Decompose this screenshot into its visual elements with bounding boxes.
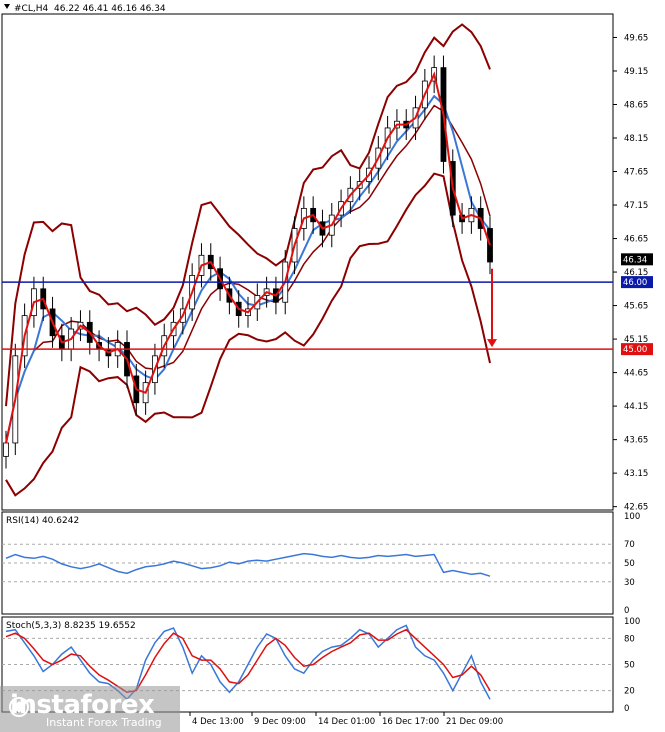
price-axis-label: 47.65 [624, 168, 648, 178]
level-price-label: 46.00 [623, 278, 647, 288]
price-axis-label: 42.65 [624, 503, 648, 513]
time-axis-label: 4 Dec 13:00 [192, 717, 244, 727]
candle-body [3, 442, 9, 457]
price-axis-label: 48.15 [624, 134, 648, 144]
time-axis-label: 14 Dec 01:00 [318, 717, 375, 727]
candle-body [487, 228, 493, 263]
bollinger-middle-band [5, 104, 491, 444]
price-axis-label: 47.15 [624, 201, 648, 211]
ohlc-values: 46.22 46.41 46.16 46.34 [54, 4, 166, 14]
time-axis-label: 21 Dec 09:00 [446, 717, 503, 727]
current-price-label: 46.34 [623, 255, 647, 265]
stoch-axis-label: 100 [624, 617, 640, 627]
stoch-axis-label: 20 [624, 687, 635, 697]
stoch-axis-label: 80 [624, 634, 635, 644]
stoch-axis-label: 0 [624, 704, 629, 714]
price-axis-label: 43.15 [624, 469, 648, 479]
watermark-tagline: Instant Forex Trading [46, 716, 162, 729]
price-axis-label: 46.65 [624, 235, 648, 245]
stoch-title: Stoch(5,3,3) 8.8235 19.6552 [6, 621, 136, 631]
level-price-tag [621, 276, 653, 289]
time-axis-label: 9 Dec 09:00 [254, 717, 306, 727]
price-axis-label: 49.65 [624, 33, 648, 43]
price-axis-label: 48.65 [624, 100, 648, 110]
rsi-title: RSI(14) 40.6242 [6, 516, 79, 526]
price-axis-label: 44.15 [624, 402, 648, 412]
time-axis-label: 16 Dec 17:00 [382, 717, 439, 727]
symbol-menu-icon [4, 4, 10, 9]
instaforex-logo-icon [9, 697, 29, 717]
rsi-axis-label: 100 [624, 512, 640, 522]
bollinger-upper-band [5, 23, 491, 407]
price-axis-label: 45.15 [624, 335, 648, 345]
stoch-signal-line [5, 628, 491, 694]
price-axis-label: 43.65 [624, 436, 648, 446]
chart-symbol-title: #CL,H4 [14, 4, 48, 14]
forecast-arrow-head [487, 339, 497, 348]
moving-average-red [5, 71, 491, 444]
level-price-tag [621, 343, 653, 356]
price-axis-label: 46.15 [624, 268, 648, 278]
rsi-line [5, 552, 491, 577]
main-panel-frame [1, 13, 614, 511]
price-axis-label: 49.15 [624, 67, 648, 77]
watermark-logo-text: instaforex [10, 690, 155, 720]
current-price-tag [621, 253, 653, 266]
instaforex-watermark: instaforex Instant Forex Trading [0, 686, 180, 732]
price-axis-label: 45.65 [624, 302, 648, 312]
rsi-axis-label: 30 [624, 578, 635, 588]
level-price-label: 45.00 [623, 345, 647, 355]
stoch-axis-label: 50 [624, 661, 635, 671]
rsi-axis-label: 50 [624, 559, 635, 569]
rsi-axis-label: 0 [624, 606, 629, 616]
price-axis-label: 44.65 [624, 369, 648, 379]
bollinger-lower-band [5, 172, 491, 497]
rsi-axis-label: 70 [624, 540, 635, 550]
